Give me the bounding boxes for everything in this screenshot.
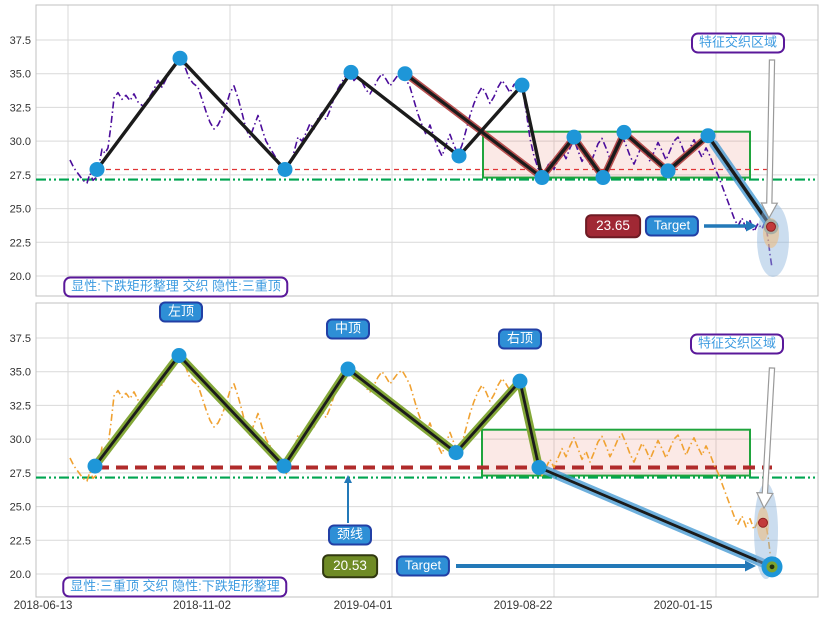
y-tick-label: 32.5: [10, 102, 31, 114]
pivot-marker: [566, 129, 582, 145]
pivot-marker: [277, 161, 293, 177]
x-tick-label: 2018-11-02: [173, 600, 231, 612]
y-tick-label: 35.0: [10, 69, 31, 81]
pivot-marker: [87, 458, 103, 474]
peak-label-left: 左顶: [158, 301, 204, 323]
target-price-dot: [758, 517, 768, 528]
panel-frame: [35, 4, 819, 297]
target-label-top: Target: [644, 215, 700, 237]
x-tick-label: 2019-08-22: [494, 600, 553, 612]
pivot-marker: [514, 77, 530, 93]
x-tick-label: 2018-06-13: [14, 600, 73, 612]
y-tick-label: 27.5: [10, 170, 31, 182]
pivot-marker: [340, 361, 356, 377]
pivot-marker: [276, 458, 292, 474]
peak-label-right: 右顶: [497, 328, 543, 350]
target-value-box-top: 23.65: [585, 214, 641, 238]
y-tick-label: 20.0: [10, 271, 31, 283]
pivot-marker: [616, 124, 632, 140]
feature-zone-arrow: [760, 59, 779, 220]
feature-zone-label-bottom: 特征交织区域: [689, 333, 785, 355]
olive-pattern-highlight: [91, 351, 543, 472]
y-tick-label: 22.5: [10, 535, 31, 547]
pivot-marker: [172, 50, 188, 66]
feature-zone-arrow: [755, 367, 776, 510]
pivot-marker: [531, 459, 547, 475]
y-tick-label: 22.5: [10, 237, 31, 249]
y-tick-label: 27.5: [10, 468, 31, 480]
y-tick-label: 30.0: [10, 136, 31, 148]
y-tick-label: 37.5: [10, 35, 31, 47]
y-tick-label: 37.5: [10, 333, 31, 345]
y-tick-label: 30.0: [10, 434, 31, 446]
feature-zone-label-top: 特征交织区域: [690, 32, 786, 54]
pivot-marker: [343, 64, 359, 80]
pivot-marker: [89, 161, 105, 177]
y-tick-label: 35.0: [10, 367, 31, 379]
target-label-bottom: Target: [395, 555, 451, 577]
neckline-arrow-head: [344, 475, 352, 483]
explicit-hidden-caption-bottom: 显性:三重顶 交织 隐性:下跌矩形整理: [62, 576, 288, 598]
x-tick-label: 2020-01-15: [654, 600, 713, 612]
pivot-marker: [448, 445, 464, 461]
target-value-box-bottom: 20.53: [322, 554, 378, 578]
pattern-line: [93, 354, 773, 569]
explicit-hidden-caption-top: 显性:下跌矩形整理 交织 隐性:三重顶: [63, 276, 289, 298]
target-price-dot: [766, 221, 776, 232]
peak-label-middle: 中顶: [325, 318, 371, 340]
panel-frame: [35, 302, 819, 598]
y-tick-label: 25.0: [10, 502, 31, 514]
y-tick-label: 25.0: [10, 204, 31, 216]
pivot-marker: [595, 170, 611, 186]
pivot-marker: [451, 148, 467, 164]
pattern-extra-segment: [404, 72, 543, 179]
pivot-marker: [171, 348, 187, 364]
target-endpoint-core: [769, 564, 775, 570]
neckline-label: 颈线: [327, 524, 373, 546]
target-arrow-head: [745, 560, 756, 572]
y-tick-label: 20.0: [10, 569, 31, 581]
y-tick-label: 32.5: [10, 400, 31, 412]
x-tick-label: 2019-04-01: [334, 600, 393, 612]
pivot-marker: [512, 373, 528, 389]
pivot-marker: [660, 163, 676, 179]
pivot-marker: [397, 66, 413, 82]
pivot-marker: [700, 128, 716, 144]
pivot-marker: [534, 170, 550, 186]
target-arrow-head: [746, 220, 757, 232]
